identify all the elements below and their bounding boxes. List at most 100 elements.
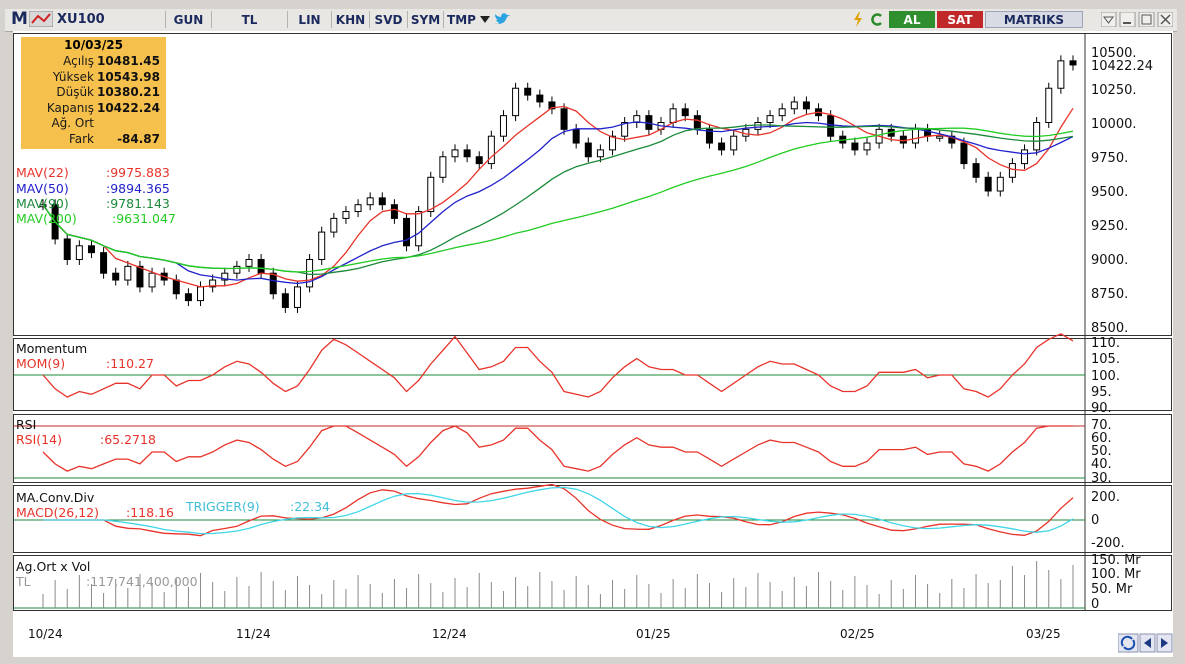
info-value: 10380.21 bbox=[96, 85, 160, 99]
khn-button[interactable]: KHN bbox=[331, 11, 369, 28]
sym-button[interactable]: SYM bbox=[407, 11, 443, 28]
candle-body bbox=[960, 142, 968, 165]
sync-icon[interactable] bbox=[1118, 633, 1139, 653]
macd-line bbox=[43, 483, 1074, 537]
chart-area[interactable]: 10500. 10250. 10000. 9750. 9500. 9250. 9000. 87… bbox=[13, 31, 1173, 657]
minimize-icon[interactable] bbox=[1119, 12, 1136, 27]
candle-body bbox=[863, 142, 871, 151]
mav90-value: :9781.143 bbox=[106, 196, 170, 211]
mav22-line bbox=[42, 105, 1074, 288]
mav200-label: MAV(200) bbox=[16, 211, 77, 226]
refresh-icon[interactable] bbox=[869, 11, 885, 28]
candle-body bbox=[766, 115, 774, 124]
info-row: Kapanış 10422.24 bbox=[21, 101, 166, 117]
momentum-line bbox=[42, 333, 1074, 398]
momentum-value: :110.27 bbox=[106, 356, 154, 371]
candle-body bbox=[451, 149, 459, 158]
trigger-line bbox=[43, 486, 1074, 535]
toolbar: M XU100 GUN TL LIN KHN SVD SYM TMP AL SA… bbox=[5, 9, 1177, 32]
currency-button[interactable]: TL bbox=[211, 11, 287, 28]
info-value: -84.87 bbox=[117, 131, 160, 146]
info-label: Kapanış bbox=[46, 100, 94, 115]
info-row: Ağ. Ort bbox=[21, 116, 166, 132]
rsi-y-tick: 60. bbox=[1091, 431, 1112, 446]
nav-controls bbox=[1118, 633, 1173, 653]
x-tick: 12/24 bbox=[432, 627, 467, 641]
candle-body bbox=[293, 286, 301, 308]
last-price-label: 10422.24 bbox=[1091, 59, 1153, 74]
macd-label: MACD(26,12) bbox=[16, 505, 100, 520]
symbol-label[interactable]: XU100 bbox=[57, 12, 105, 27]
twitter-icon[interactable] bbox=[493, 11, 511, 28]
candle-body bbox=[596, 149, 604, 158]
x-tick: 11/24 bbox=[236, 627, 271, 641]
candle-body bbox=[475, 156, 483, 165]
ohlc-info-box: 10/03/25 Açılış 10481.45 Yüksek 10543.98 Düş… bbox=[21, 37, 166, 149]
candle-body bbox=[1045, 87, 1053, 123]
info-value: 10422.24 bbox=[96, 100, 160, 115]
close-icon[interactable] bbox=[1157, 12, 1173, 27]
vol-y-tick: 100. Mr bbox=[1091, 567, 1141, 582]
price-y-tick: 9000. bbox=[1091, 253, 1128, 268]
period-button[interactable]: GUN bbox=[165, 11, 211, 28]
vol-y-tick: 0 bbox=[1091, 597, 1099, 612]
maximize-icon[interactable] bbox=[1138, 12, 1155, 27]
scroll-left-icon[interactable] bbox=[1139, 633, 1156, 653]
candle-body bbox=[233, 265, 241, 274]
candle-body bbox=[1021, 149, 1029, 165]
candle-body bbox=[705, 128, 713, 144]
dropdown-arrow-icon[interactable] bbox=[479, 13, 491, 26]
sell-button[interactable]: SAT bbox=[937, 11, 983, 28]
scroll-right-icon[interactable] bbox=[1156, 633, 1173, 653]
candle-body bbox=[936, 135, 944, 139]
info-date: 10/03/25 bbox=[64, 38, 123, 52]
candle-body bbox=[112, 272, 120, 281]
candle-body bbox=[221, 272, 229, 281]
candle-body bbox=[524, 87, 532, 96]
candle-body bbox=[172, 279, 180, 295]
momentum-title: Momentum bbox=[16, 341, 88, 356]
candle-body bbox=[669, 108, 677, 124]
chart-canvas[interactable]: 10500. 10250. 10000. 9750. 9500. 9250. 9000. 87… bbox=[13, 31, 1173, 657]
price-y-tick: 10250. bbox=[1091, 83, 1137, 98]
rsi-panel bbox=[13, 414, 1172, 483]
svd-button[interactable]: SVD bbox=[369, 11, 407, 28]
candle-body bbox=[366, 197, 374, 206]
candle-body bbox=[1008, 163, 1016, 178]
candle-body bbox=[851, 142, 859, 151]
buy-button[interactable]: AL bbox=[889, 11, 935, 28]
mom-y-tick: 95. bbox=[1091, 385, 1112, 400]
candle-body bbox=[318, 231, 326, 261]
scale-button[interactable]: LIN bbox=[287, 11, 331, 28]
app-logo[interactable]: M bbox=[11, 9, 28, 29]
price-y-tick: 9250. bbox=[1091, 219, 1128, 234]
candle-body bbox=[184, 293, 192, 302]
candle-body bbox=[330, 217, 338, 233]
candle-body bbox=[342, 211, 350, 219]
candle-body bbox=[499, 115, 507, 137]
candle-body bbox=[911, 128, 919, 144]
candle-body bbox=[754, 122, 762, 130]
mom-y-tick: 100. bbox=[1091, 369, 1120, 384]
x-tick: 03/25 bbox=[1026, 627, 1061, 641]
candle-body bbox=[269, 272, 277, 295]
x-tick: 02/25 bbox=[840, 627, 875, 641]
collapse-icon[interactable] bbox=[1101, 12, 1117, 27]
candle-body bbox=[75, 245, 83, 261]
price-y-tick: 10500. bbox=[1091, 46, 1137, 61]
mav90-label: MAV(90) bbox=[16, 196, 69, 211]
mav50-label: MAV(50) bbox=[16, 181, 69, 196]
lightning-icon[interactable] bbox=[851, 11, 865, 28]
candle-body bbox=[463, 149, 471, 158]
candle-body bbox=[63, 238, 71, 260]
candle-body bbox=[87, 245, 95, 254]
candle-body bbox=[209, 279, 217, 288]
rsi-y-tick: 30. bbox=[1091, 471, 1112, 486]
candle-body bbox=[548, 101, 556, 110]
candle-body bbox=[415, 211, 423, 247]
candle-body bbox=[100, 252, 108, 274]
mom-y-tick: 110. bbox=[1091, 336, 1120, 351]
tmp-button[interactable]: TMP bbox=[443, 11, 479, 28]
candle-body bbox=[778, 108, 786, 117]
candle-body bbox=[621, 122, 629, 137]
